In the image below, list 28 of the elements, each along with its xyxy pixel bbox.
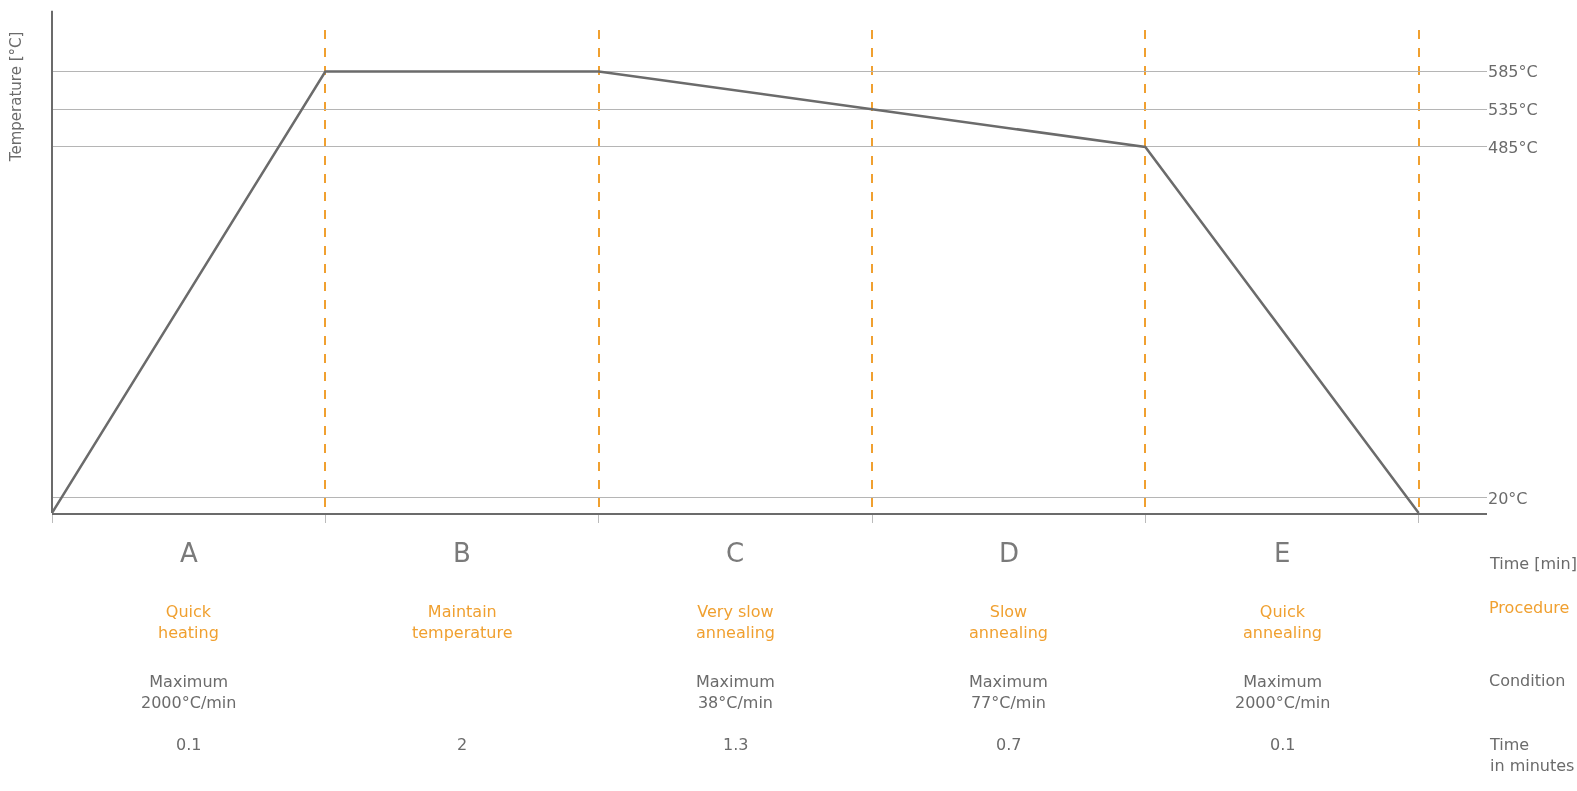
- y-tick-label: 585°C: [1488, 62, 1538, 82]
- text: 0.1: [1270, 735, 1296, 754]
- x-axis-title: Time [min]: [1489, 554, 1577, 573]
- text: 1.3: [723, 735, 749, 754]
- text: E: [1274, 538, 1291, 568]
- text: Maintain temperature: [412, 602, 513, 642]
- text: 0.1: [176, 735, 202, 754]
- text: 2: [457, 735, 468, 754]
- text: Condition: [1489, 671, 1566, 690]
- text: B: [453, 538, 471, 568]
- text: D: [999, 538, 1020, 568]
- text: Very slow annealing: [696, 602, 775, 642]
- text: Time in minutes: [1489, 735, 1575, 775]
- text: 0.7: [996, 735, 1022, 754]
- text: Slow annealing: [969, 602, 1048, 642]
- text: A: [180, 538, 198, 568]
- y-axis-title: Temperature [°C]: [7, 31, 26, 163]
- text: C: [726, 538, 745, 568]
- text: Quick heating: [158, 602, 219, 642]
- text: Procedure: [1489, 598, 1570, 617]
- text: Maximum 77°C/min: [969, 672, 1048, 712]
- text: Quick annealing: [1243, 602, 1322, 642]
- text: Maximum 2000°C/min: [1235, 672, 1331, 712]
- y-tick-label: 485°C: [1488, 137, 1538, 157]
- y-tick-label: 20°C: [1488, 488, 1528, 508]
- y-tick-label: 535°C: [1488, 99, 1538, 119]
- text: Maximum 38°C/min: [696, 672, 775, 712]
- text: Maximum 2000°C/min: [141, 672, 237, 712]
